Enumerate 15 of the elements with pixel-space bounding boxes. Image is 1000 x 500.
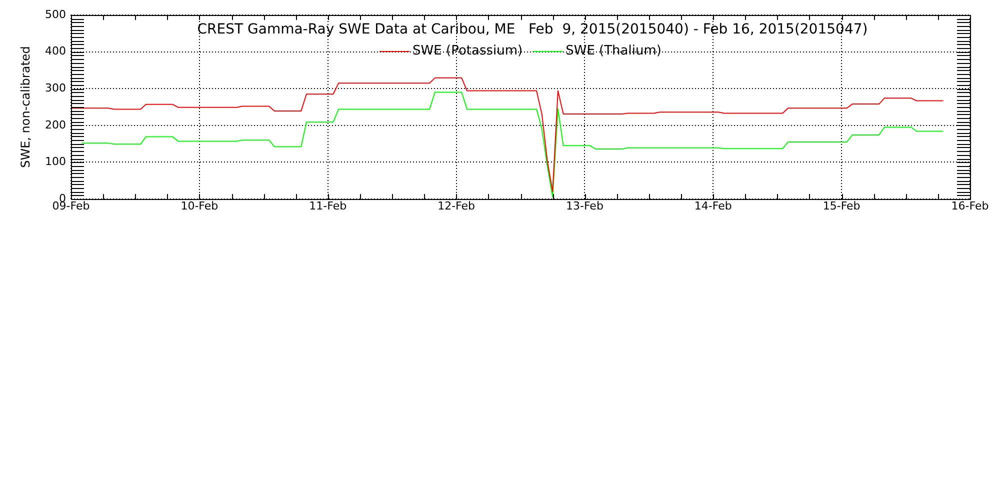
x-tick-label: 10-Feb (180, 199, 218, 212)
y-axis-title: SWE, non-calibrated (18, 46, 32, 168)
y-tick-label: 500 (45, 8, 66, 21)
y-tick-label: 100 (45, 155, 66, 168)
y-tick-label: 400 (45, 44, 66, 58)
legend-label: SWE (Potassium) (412, 43, 523, 58)
y-tick-label: 200 (45, 118, 66, 132)
text: CREST Gamma-Ray SWE Data at Caribou, ME Feb 9, 2015(2015040) - Feb 16, 2015(2015047) (197, 22, 868, 38)
x-tick-label: 13-Feb (566, 199, 604, 212)
legend-label: SWE (Thalium) (566, 43, 662, 58)
y-tick-label: 300 (45, 81, 66, 94)
x-tick-label: 12-Feb (438, 199, 476, 212)
x-tick-label: 11-Feb (309, 199, 347, 212)
x-tick-label: 15-Feb (822, 199, 860, 212)
x-tick-label: 14-Feb (694, 199, 732, 212)
